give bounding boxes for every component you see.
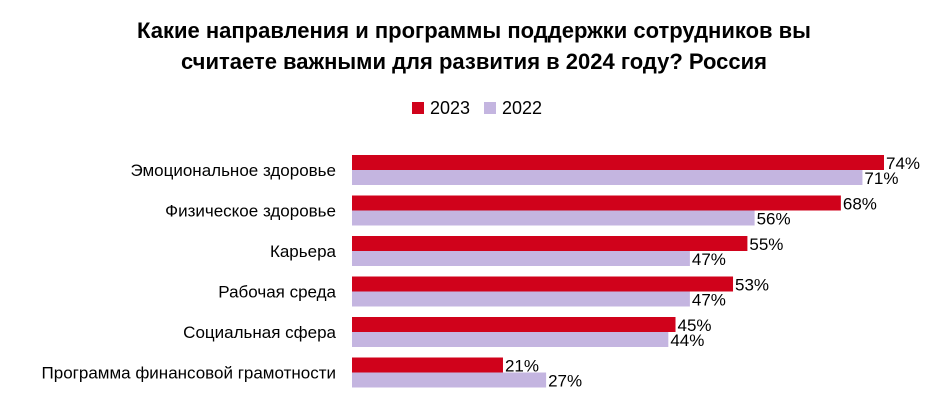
value-label-2023-cat-0: 74%	[886, 154, 920, 173]
bar-2023-cat-1	[352, 195, 841, 211]
value-label-2022-cat-1: 56%	[757, 210, 791, 229]
bar-2023-cat-4	[352, 317, 676, 332]
chart-title: Какие направления и программы поддержки …	[137, 18, 811, 74]
value-label-2023-cat-5: 21%	[505, 357, 539, 376]
legend-label-2023: 2023	[430, 98, 470, 118]
category-label-cat-5: Программа финансовой грамотности	[42, 364, 336, 383]
bar-2022-cat-3	[352, 291, 690, 307]
legend-swatch-2023	[412, 102, 424, 114]
bar-2022-cat-0	[352, 170, 863, 185]
value-label-2022-cat-3: 47%	[692, 291, 726, 310]
value-label-2022-cat-5: 27%	[548, 372, 582, 391]
legend-swatch-2022	[484, 102, 496, 114]
category-label-cat-3: Рабочая среда	[218, 283, 336, 302]
legend: 2023 2022	[412, 98, 542, 118]
value-label-2023-cat-4: 45%	[678, 316, 712, 335]
bar-2023-cat-5	[352, 357, 503, 373]
chart-title-line-1: Какие направления и программы поддержки …	[137, 18, 811, 43]
category-label-cat-0: Эмоциональное здоровье	[130, 161, 336, 180]
category-label-cat-4: Социальная сфера	[183, 323, 336, 342]
bar-2022-cat-1	[352, 210, 755, 226]
bar-2022-cat-5	[352, 372, 547, 388]
value-label-2023-cat-3: 53%	[735, 276, 769, 295]
bar-2022-cat-2	[352, 251, 690, 266]
value-label-2023-cat-1: 68%	[843, 195, 877, 214]
bar-2023-cat-0	[352, 155, 884, 170]
bar-2023-cat-2	[352, 236, 748, 251]
category-label-cat-1: Физическое здоровье	[165, 202, 336, 221]
value-label-2022-cat-4: 44%	[670, 331, 704, 350]
plot-area: Эмоциональное здоровье 74%71% Физическое з…	[42, 154, 921, 391]
bar-2023-cat-3	[352, 276, 734, 292]
legend-label-2022: 2022	[502, 98, 542, 118]
value-label-2023-cat-2: 55%	[749, 235, 783, 254]
category-label-cat-2: Карьера	[270, 242, 337, 261]
value-label-2022-cat-0: 71%	[864, 169, 898, 188]
bar-2022-cat-4	[352, 332, 669, 347]
value-label-2022-cat-2: 47%	[692, 250, 726, 269]
chart-title-line-2: считаете важными для развития в 2024 год…	[181, 49, 767, 74]
